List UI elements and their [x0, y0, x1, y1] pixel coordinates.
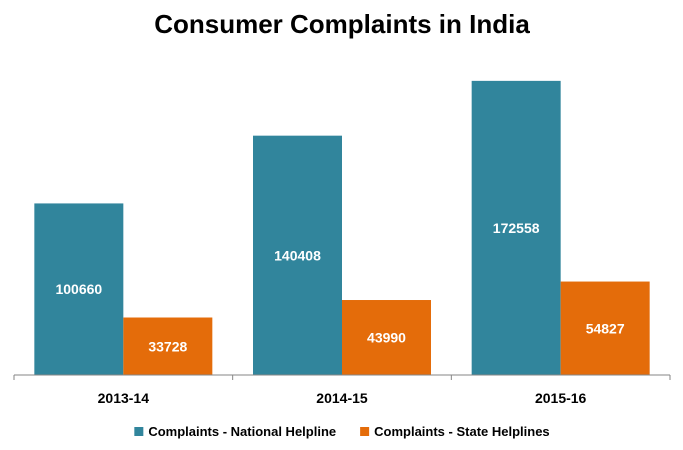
x-tick-label-2014-15: 2014-15 [316, 390, 368, 406]
bar-state-2013-14 [123, 317, 213, 375]
bar-state-2014-15 [342, 300, 431, 375]
legend-swatch [360, 427, 370, 436]
data-label-national-2015-16: 172558 [493, 220, 540, 236]
data-label-national-2014-15: 140408 [274, 247, 321, 263]
bar-national-2014-15 [253, 135, 342, 375]
legend-label: Complaints - State Helplines [374, 424, 550, 439]
bar-national-2013-14 [34, 203, 124, 375]
chart-title: Consumer Complaints in India [154, 9, 530, 39]
bar-state-2015-16 [560, 281, 650, 375]
legend-item-state: Complaints - State Helplines [360, 424, 550, 439]
legend-item-national: Complaints - National Helpline [134, 424, 336, 439]
bars-group: 100660 33728 140408 43990 172558 54827 [34, 80, 650, 376]
bar-national-2015-16 [471, 80, 561, 376]
x-tick-label-2015-16: 2015-16 [535, 390, 587, 406]
data-label-state-2015-16: 54827 [586, 320, 625, 336]
data-label-state-2013-14: 33728 [148, 338, 187, 354]
x-axis-ticks [13, 375, 671, 380]
legend-swatch [134, 427, 144, 436]
legend-label: Complaints - National Helpline [148, 424, 336, 439]
data-label-national-2013-14: 100660 [55, 281, 102, 297]
x-tick-label-2013-14: 2013-14 [98, 390, 150, 406]
data-label-state-2014-15: 43990 [367, 330, 406, 346]
x-axis-labels: 2013-14 2014-15 2015-16 [98, 390, 587, 406]
legend: Complaints - National Helpline Complaints… [134, 424, 550, 439]
